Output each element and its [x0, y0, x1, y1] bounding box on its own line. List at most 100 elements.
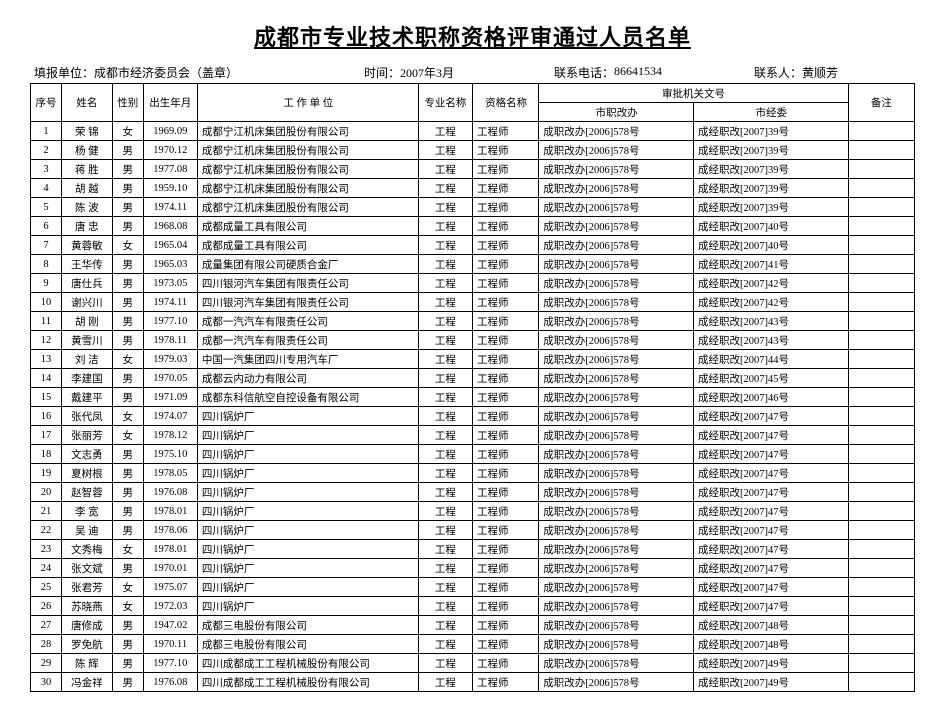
cell-birth: 1977.10	[143, 654, 197, 673]
cell-name: 谢兴川	[61, 293, 112, 312]
cell-birth: 1975.07	[143, 578, 197, 597]
cell-seq: 1	[31, 122, 62, 141]
cell-seq: 3	[31, 160, 62, 179]
cell-remark	[848, 445, 914, 464]
cell-seq: 6	[31, 217, 62, 236]
cell-doc2: 成经职改[2007]41号	[693, 255, 848, 274]
cell-remark	[848, 521, 914, 540]
cell-prof: 工程	[418, 141, 472, 160]
cell-doc2: 成经职改[2007]45号	[693, 369, 848, 388]
cell-doc1: 成职改办[2006]578号	[539, 445, 694, 464]
table-row: 12黄雪川男1978.11成都一汽汽车有限责任公司工程工程师成职改办[2006]…	[31, 331, 915, 350]
cell-gender: 男	[112, 521, 143, 540]
cell-gender: 男	[112, 293, 143, 312]
cell-seq: 18	[31, 445, 62, 464]
cell-birth: 1974.11	[143, 293, 197, 312]
cell-qual: 工程师	[472, 597, 538, 616]
cell-name: 蒋 胜	[61, 160, 112, 179]
cell-remark	[848, 616, 914, 635]
table-row: 26苏晓燕女1972.03四川锅炉厂工程工程师成职改办[2006]578号成经职…	[31, 597, 915, 616]
cell-qual: 工程师	[472, 426, 538, 445]
cell-birth: 1970.01	[143, 559, 197, 578]
cell-birth: 1978.05	[143, 464, 197, 483]
cell-gender: 男	[112, 654, 143, 673]
cell-gender: 男	[112, 673, 143, 692]
table-row: 18文志勇男1975.10四川锅炉厂工程工程师成职改办[2006]578号成经职…	[31, 445, 915, 464]
cell-doc1: 成职改办[2006]578号	[539, 388, 694, 407]
cell-qual: 工程师	[472, 217, 538, 236]
cell-name: 文秀梅	[61, 540, 112, 559]
cell-qual: 工程师	[472, 160, 538, 179]
cell-birth: 1978.12	[143, 426, 197, 445]
cell-qual: 工程师	[472, 616, 538, 635]
cell-name: 苏晓燕	[61, 597, 112, 616]
th-gender: 性别	[112, 84, 143, 122]
table-row: 5陈 波男1974.11成都宁江机床集团股份有限公司工程工程师成职改办[2006…	[31, 198, 915, 217]
cell-seq: 14	[31, 369, 62, 388]
cell-gender: 女	[112, 540, 143, 559]
cell-unit: 四川锅炉厂	[197, 559, 418, 578]
cell-doc2: 成经职改[2007]43号	[693, 312, 848, 331]
cell-prof: 工程	[418, 236, 472, 255]
cell-doc1: 成职改办[2006]578号	[539, 331, 694, 350]
cell-qual: 工程师	[472, 198, 538, 217]
cell-name: 胡 刚	[61, 312, 112, 331]
cell-qual: 工程师	[472, 407, 538, 426]
cell-gender: 男	[112, 483, 143, 502]
th-remark: 备注	[848, 84, 914, 122]
cell-doc1: 成职改办[2006]578号	[539, 141, 694, 160]
cell-remark	[848, 654, 914, 673]
cell-birth: 1970.12	[143, 141, 197, 160]
cell-birth: 1973.05	[143, 274, 197, 293]
cell-doc1: 成职改办[2006]578号	[539, 635, 694, 654]
cell-unit: 成都东科信航空自控设备有限公司	[197, 388, 418, 407]
cell-doc2: 成经职改[2007]47号	[693, 426, 848, 445]
cell-unit: 四川成都成工工程机械股份有限公司	[197, 673, 418, 692]
table-row: 2杨 健男1970.12成都宁江机床集团股份有限公司工程工程师成职改办[2006…	[31, 141, 915, 160]
cell-birth: 1977.08	[143, 160, 197, 179]
cell-name: 张代凤	[61, 407, 112, 426]
cell-unit: 成都成量工具有限公司	[197, 236, 418, 255]
table-head: 序号 姓名 性别 出生年月 工 作 单 位 专业名称 资格名称 审批机关文号 备…	[31, 84, 915, 122]
cell-seq: 8	[31, 255, 62, 274]
cell-birth: 1947.02	[143, 616, 197, 635]
table-row: 24张文斌男1970.01四川锅炉厂工程工程师成职改办[2006]578号成经职…	[31, 559, 915, 578]
cell-doc2: 成经职改[2007]47号	[693, 521, 848, 540]
table-row: 17张丽芳女1978.12四川锅炉厂工程工程师成职改办[2006]578号成经职…	[31, 426, 915, 445]
cell-name: 唐仕兵	[61, 274, 112, 293]
cell-prof: 工程	[418, 483, 472, 502]
cell-doc1: 成职改办[2006]578号	[539, 521, 694, 540]
cell-remark	[848, 597, 914, 616]
cell-doc2: 成经职改[2007]39号	[693, 122, 848, 141]
cell-doc2: 成经职改[2007]47号	[693, 483, 848, 502]
cell-seq: 20	[31, 483, 62, 502]
th-prof: 专业名称	[418, 84, 472, 122]
cell-remark	[848, 198, 914, 217]
cell-qual: 工程师	[472, 312, 538, 331]
cell-qual: 工程师	[472, 331, 538, 350]
cell-qual: 工程师	[472, 654, 538, 673]
th-seq: 序号	[31, 84, 62, 122]
cell-prof: 工程	[418, 179, 472, 198]
cell-gender: 男	[112, 464, 143, 483]
cell-seq: 16	[31, 407, 62, 426]
cell-birth: 1972.03	[143, 597, 197, 616]
th-qual: 资格名称	[472, 84, 538, 122]
cell-prof: 工程	[418, 540, 472, 559]
cell-unit: 四川锅炉厂	[197, 578, 418, 597]
cell-unit: 四川锅炉厂	[197, 521, 418, 540]
cell-doc2: 成经职改[2007]47号	[693, 540, 848, 559]
table-row: 7黄蓉敏女1965.04成都成量工具有限公司工程工程师成职改办[2006]578…	[31, 236, 915, 255]
cell-name: 王华传	[61, 255, 112, 274]
cell-remark	[848, 673, 914, 692]
cell-birth: 1978.01	[143, 502, 197, 521]
cell-prof: 工程	[418, 293, 472, 312]
cell-unit: 四川锅炉厂	[197, 483, 418, 502]
cell-doc1: 成职改办[2006]578号	[539, 274, 694, 293]
cell-seq: 19	[31, 464, 62, 483]
cell-prof: 工程	[418, 597, 472, 616]
table-row: 11胡 刚男1977.10成都一汽汽车有限责任公司工程工程师成职改办[2006]…	[31, 312, 915, 331]
cell-unit: 四川成都成工工程机械股份有限公司	[197, 654, 418, 673]
cell-seq: 24	[31, 559, 62, 578]
cell-birth: 1978.06	[143, 521, 197, 540]
